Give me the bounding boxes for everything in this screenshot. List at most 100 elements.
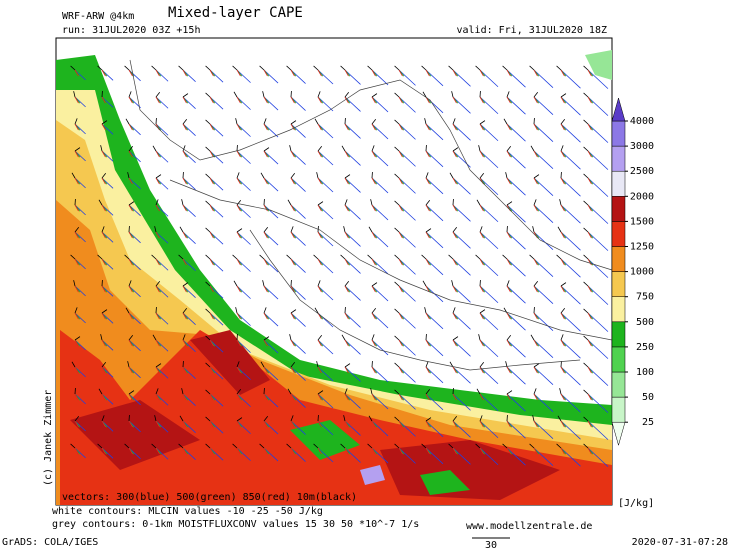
wind-vector bbox=[560, 285, 581, 305]
wind-vector bbox=[209, 447, 224, 461]
wind-vector bbox=[263, 204, 268, 212]
wind-vector bbox=[290, 420, 306, 435]
wind-vector bbox=[317, 447, 322, 455]
wind-vector bbox=[506, 312, 511, 320]
borders bbox=[129, 59, 613, 371]
wind-vector bbox=[398, 285, 403, 293]
wind-vector bbox=[452, 285, 457, 293]
wind-vector bbox=[209, 420, 224, 434]
wind-vector bbox=[452, 147, 459, 152]
wind-vector bbox=[128, 204, 133, 212]
wind-vector bbox=[128, 366, 133, 374]
wind-vector bbox=[394, 308, 400, 314]
wind-vector bbox=[398, 366, 403, 374]
wind-vector bbox=[587, 312, 592, 320]
wind-vector bbox=[155, 420, 169, 433]
wind-vector bbox=[479, 447, 499, 466]
wind-vector bbox=[398, 231, 416, 248]
wind-vector bbox=[263, 366, 268, 374]
wind-vector bbox=[236, 420, 241, 428]
wind-vector bbox=[317, 204, 322, 212]
wind-vector bbox=[583, 281, 589, 287]
wind-vector bbox=[529, 65, 535, 71]
wind-vector bbox=[368, 415, 373, 422]
wind-vector bbox=[263, 307, 267, 314]
wind-vector bbox=[205, 281, 211, 287]
wind-vector bbox=[155, 204, 160, 212]
wind-vector bbox=[263, 227, 269, 233]
wind-vector bbox=[290, 204, 295, 212]
wind-vector bbox=[371, 339, 376, 347]
wind-vector bbox=[263, 150, 268, 158]
wind-vector bbox=[182, 308, 188, 314]
wind-vector bbox=[560, 308, 566, 314]
wind-vector bbox=[425, 393, 444, 411]
wind-vector bbox=[559, 199, 562, 206]
wind-vector bbox=[236, 258, 251, 272]
wind-vector bbox=[452, 204, 471, 222]
wind-vector bbox=[452, 416, 458, 422]
wind-vector bbox=[506, 447, 511, 455]
wind-vector bbox=[479, 177, 499, 196]
wind-vector bbox=[236, 312, 241, 320]
wind-vector bbox=[317, 177, 334, 193]
wind-vector bbox=[425, 366, 444, 384]
wind-vector bbox=[209, 285, 224, 299]
wind-vector bbox=[583, 416, 589, 422]
colorbar-box bbox=[611, 145, 626, 172]
wind-vector bbox=[155, 393, 160, 401]
wind-vector bbox=[452, 420, 471, 438]
wind-vector bbox=[263, 393, 268, 401]
wind-vector bbox=[559, 388, 562, 395]
wind-vector bbox=[452, 312, 471, 330]
wind-vector bbox=[182, 69, 196, 82]
wind-vector bbox=[74, 227, 80, 233]
wind-vector bbox=[506, 231, 511, 239]
wind-vector bbox=[101, 120, 108, 125]
wind-vector bbox=[587, 258, 592, 266]
wind-vector bbox=[101, 362, 107, 368]
wind-vector bbox=[452, 258, 471, 276]
wind-vector bbox=[182, 96, 196, 109]
wind-vector bbox=[479, 150, 499, 169]
wind-vector bbox=[560, 150, 565, 158]
wind-vector bbox=[560, 204, 565, 212]
wind-vector bbox=[236, 285, 251, 299]
wind-vector bbox=[100, 334, 103, 341]
wind-vector bbox=[533, 69, 554, 88]
wind-vector bbox=[128, 390, 135, 395]
wind-vector bbox=[259, 65, 265, 71]
wind-vector bbox=[101, 339, 106, 347]
wind-vector bbox=[101, 123, 106, 131]
wind-vector bbox=[344, 339, 361, 355]
wind-vector bbox=[182, 282, 189, 287]
wind-vector bbox=[506, 280, 510, 287]
wind-vector bbox=[290, 393, 295, 401]
wind-vector bbox=[317, 204, 334, 220]
wind-vector bbox=[290, 415, 294, 422]
wind-vector bbox=[128, 150, 133, 158]
wind-vector bbox=[371, 231, 389, 248]
wind-vector bbox=[398, 312, 416, 329]
wind-vector bbox=[452, 177, 457, 185]
wind-vector bbox=[452, 123, 457, 131]
wind-vector bbox=[344, 123, 361, 139]
wind-vector bbox=[209, 69, 224, 83]
wind-vector bbox=[506, 201, 513, 206]
wind-vector bbox=[209, 258, 224, 272]
wind-vector bbox=[317, 231, 322, 239]
wind-vector bbox=[398, 123, 403, 131]
wind-vector bbox=[97, 254, 103, 260]
wind-vector bbox=[530, 145, 535, 152]
wind-vector bbox=[155, 285, 169, 298]
wind-vector bbox=[425, 420, 430, 428]
wind-vector bbox=[560, 420, 565, 428]
wind-vector bbox=[587, 204, 609, 224]
wind-vector bbox=[344, 204, 361, 220]
wind-vector bbox=[479, 312, 484, 320]
wind-vector bbox=[479, 69, 484, 77]
wind-vector bbox=[317, 280, 321, 287]
wind-vector bbox=[233, 280, 238, 287]
wind-vector bbox=[317, 393, 334, 409]
wind-vector bbox=[98, 388, 103, 395]
